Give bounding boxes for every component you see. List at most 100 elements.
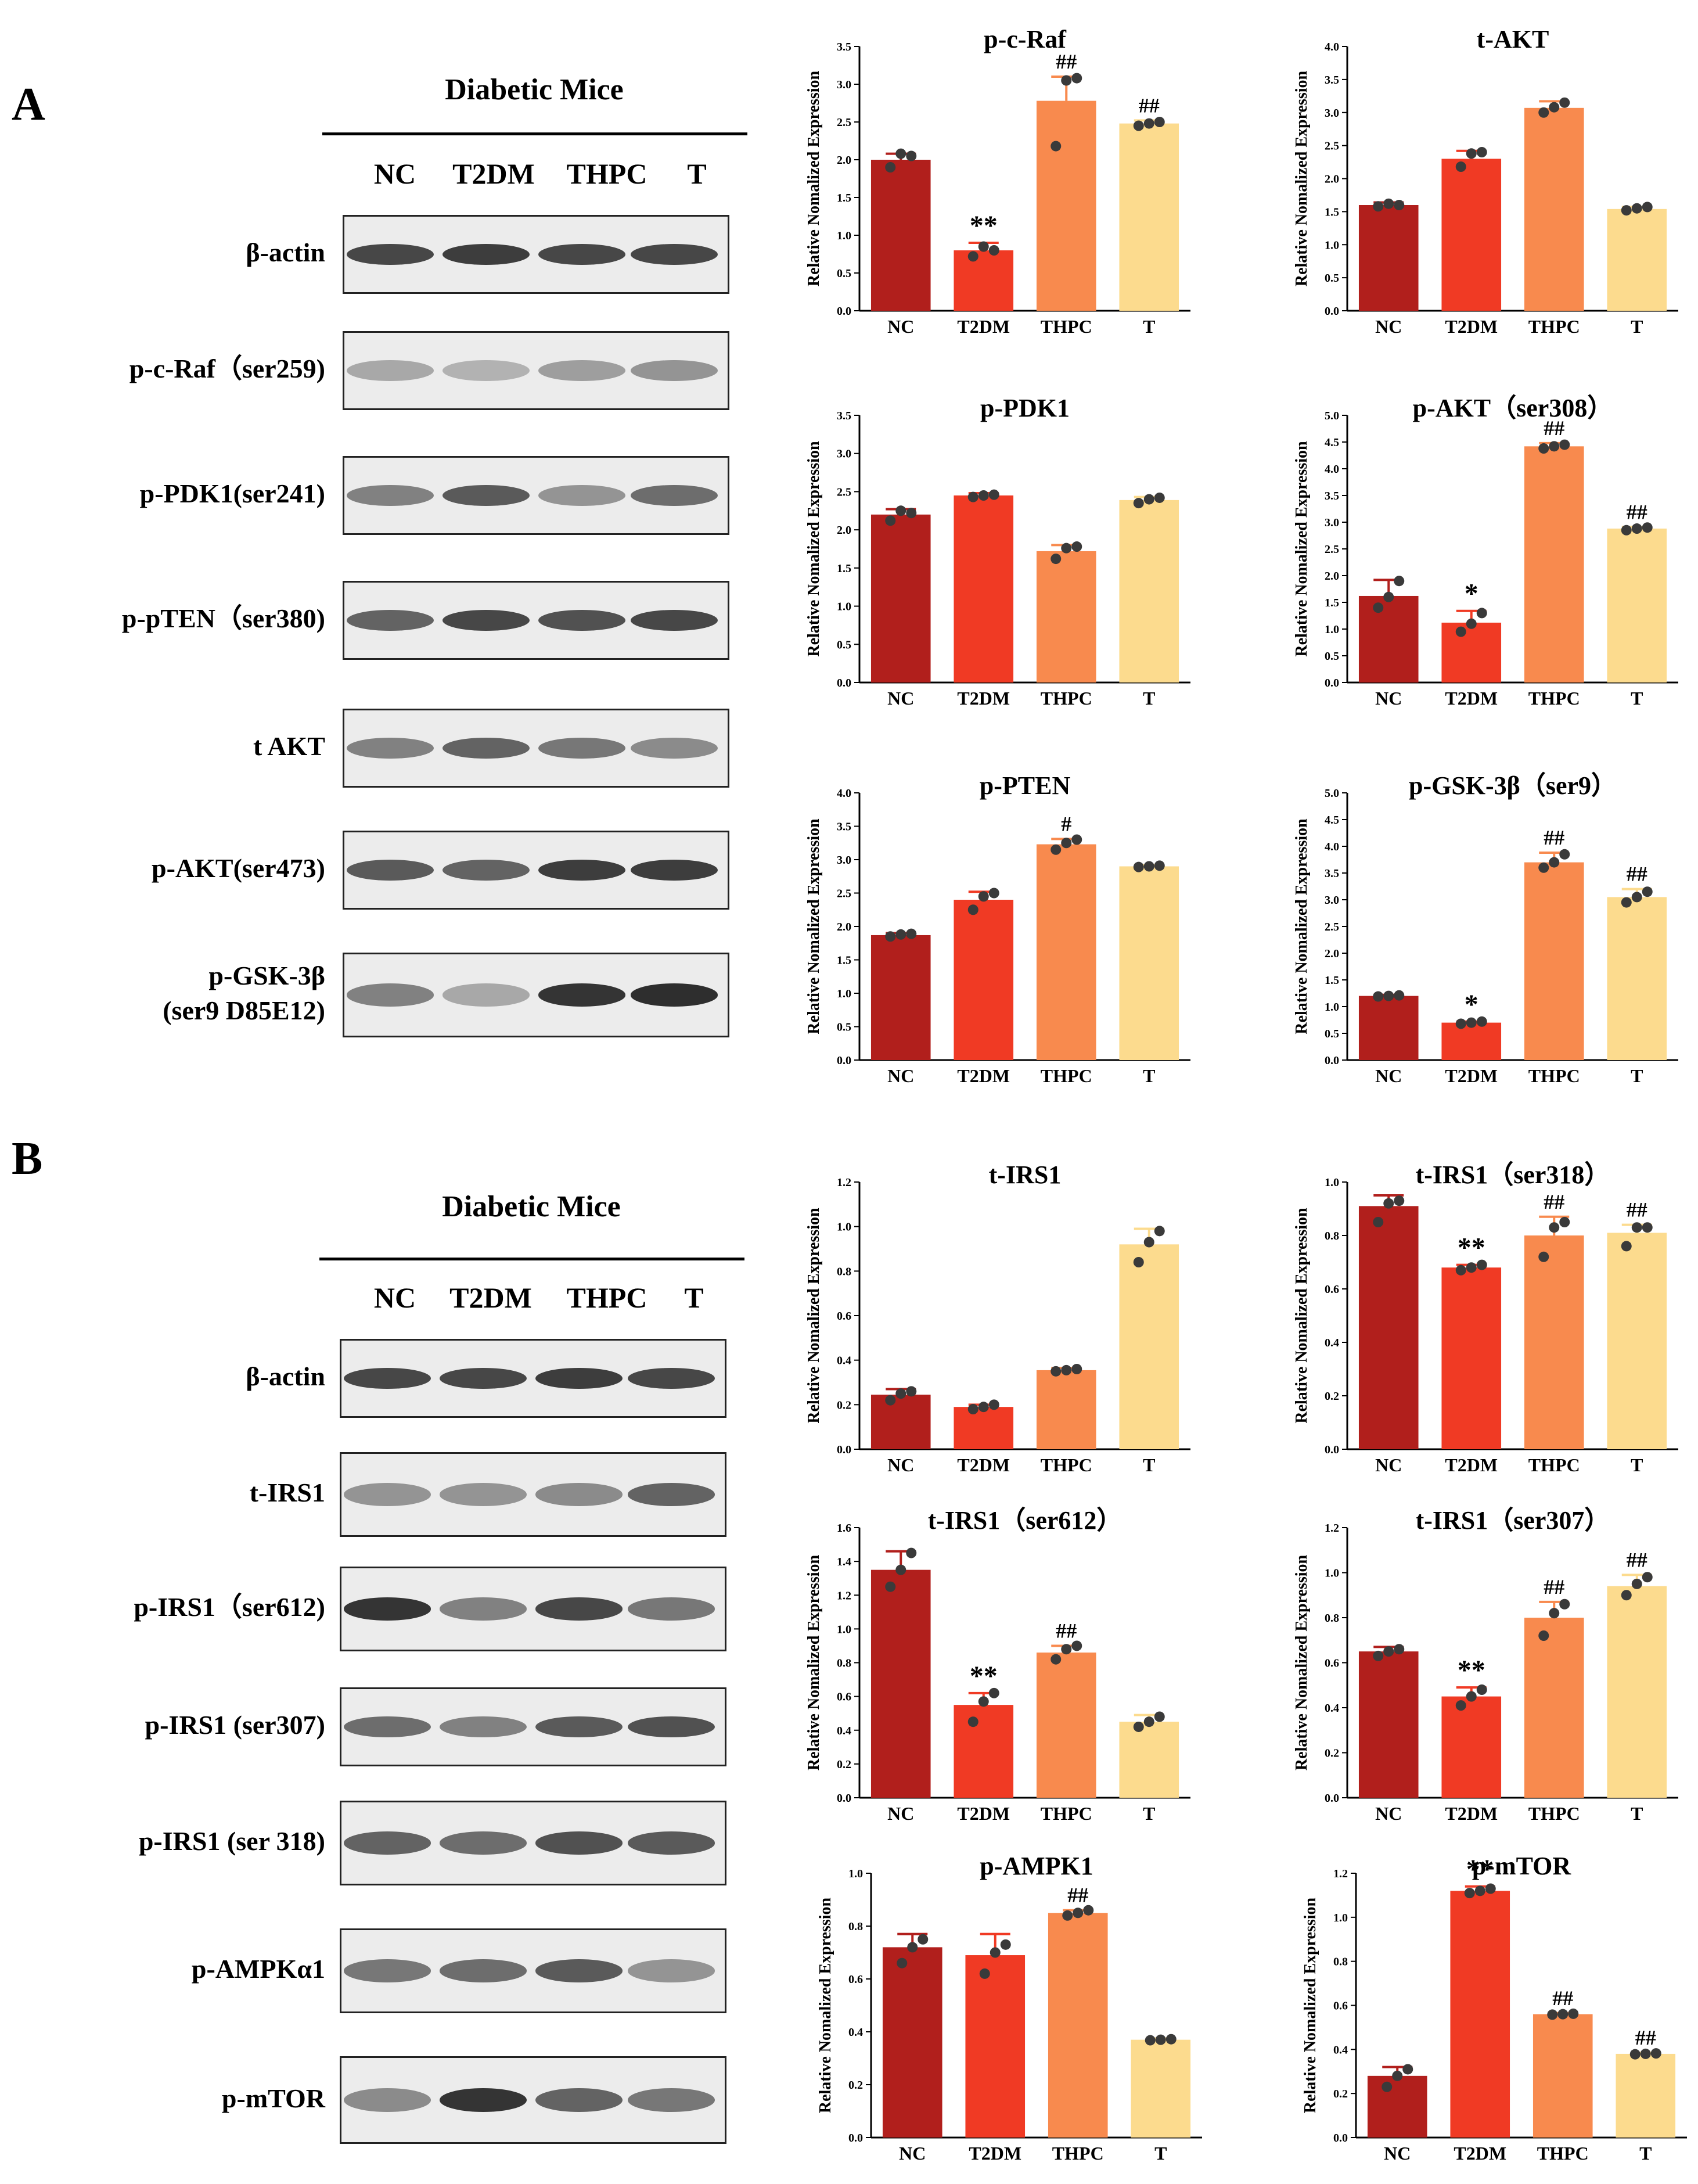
y-tick-label: 0.6 — [1333, 2000, 1348, 2013]
x-tick-label: THPC — [1537, 2143, 1589, 2164]
y-tick-label: 0.8 — [1325, 1230, 1339, 1242]
significance-mark: * — [1465, 579, 1478, 609]
data-point — [1549, 441, 1560, 452]
protein-label: p-pTEN（ser380) — [121, 604, 325, 633]
lane-label-t2dm: T2DM — [449, 1281, 532, 1314]
chart-title: t-IRS1（ser612） — [928, 1506, 1123, 1535]
data-point — [1455, 1700, 1466, 1711]
x-tick-label: T2DM — [1445, 1454, 1498, 1475]
significance-mark: ## — [1627, 863, 1647, 886]
y-tick-label: 0.6 — [848, 1973, 863, 1986]
significance-mark: ## — [1067, 1884, 1088, 1907]
data-point — [990, 1947, 1001, 1958]
y-axis-label: Relative Nomalized Expression — [1293, 70, 1311, 286]
y-tick-label: 1.2 — [1333, 1867, 1348, 1880]
data-point — [1373, 991, 1384, 1002]
chart-10: 0.0 0.2 0.4 0.6 0.8 1.0 p-AMPK1 Relative Nomali… — [816, 1852, 1202, 2164]
blot-band — [627, 1597, 715, 1621]
x-tick-label: T2DM — [1445, 688, 1498, 709]
x-tick-label: T2DM — [957, 688, 1010, 709]
data-point — [988, 1399, 999, 1410]
y-tick-label: 4.5 — [1325, 814, 1339, 827]
data-point — [1143, 861, 1154, 872]
y-tick-label: 2.5 — [1325, 140, 1339, 153]
y-tick-label: 0.4 — [848, 2026, 863, 2039]
blot-band — [538, 983, 626, 1007]
data-point — [906, 508, 917, 519]
x-tick-label: NC — [887, 316, 914, 337]
blot-band — [627, 1959, 715, 1982]
x-tick-label: THPC — [1041, 1803, 1092, 1824]
data-point — [967, 491, 978, 502]
data-point — [1557, 2009, 1569, 2020]
bar-t — [1607, 897, 1667, 1060]
chart-title: t-IRS1 — [989, 1161, 1062, 1189]
y-tick-label: 1.5 — [1325, 974, 1339, 987]
data-point — [1071, 73, 1082, 84]
data-point — [1392, 2070, 1403, 2081]
data-point — [1061, 543, 1072, 554]
bar-nc — [870, 514, 931, 682]
data-point — [979, 1968, 990, 1979]
data-point — [1073, 1908, 1084, 1919]
y-tick-label: 3.5 — [837, 41, 851, 53]
data-point — [967, 251, 978, 262]
data-point — [967, 1716, 978, 1727]
blot-band — [347, 243, 434, 265]
y-tick-label: 3.5 — [1325, 74, 1339, 87]
bar-t2dm — [1441, 1267, 1502, 1449]
blot-band — [630, 360, 718, 382]
y-tick-label: 2.5 — [1325, 921, 1339, 933]
y-tick-label: 4.5 — [1325, 436, 1339, 449]
data-point — [1559, 97, 1570, 108]
significance-mark: ** — [1458, 1233, 1485, 1263]
lane-label-nc: NC — [373, 1281, 416, 1314]
data-point — [1071, 1640, 1082, 1651]
significance-mark: # — [1061, 812, 1071, 835]
x-tick-label: T2DM — [957, 1454, 1010, 1475]
x-tick-label: THPC — [1528, 1454, 1580, 1475]
bar-nc — [870, 1569, 931, 1798]
data-point — [895, 505, 906, 516]
x-tick-label: NC — [887, 1065, 914, 1086]
y-tick-label: 0.8 — [1325, 1612, 1339, 1625]
x-tick-label: T — [1143, 1065, 1155, 1086]
bar-thpc — [1036, 1653, 1096, 1798]
blot-band — [440, 1597, 527, 1621]
data-point — [1466, 1691, 1477, 1702]
y-axis-label: Relative Nomalized Expression — [805, 818, 823, 1034]
data-point — [1165, 2034, 1177, 2045]
bar-t — [1119, 500, 1179, 682]
x-tick-label: THPC — [1528, 1065, 1580, 1086]
chart-11: 0.0 0.2 0.4 0.6 0.8 1.0 1.2 p-mTOR Relative Noma… — [1301, 1852, 1687, 2164]
blot-band — [535, 1716, 623, 1738]
bar-t — [1607, 529, 1667, 682]
y-tick-label: 1.0 — [837, 987, 851, 1000]
x-tick-label: T — [1154, 2143, 1167, 2164]
y-tick-label: 1.2 — [837, 1176, 851, 1189]
data-point — [1373, 1650, 1384, 1661]
x-tick-label: T2DM — [1454, 2143, 1506, 2164]
y-axis-label: Relative Nomalized Expression — [1293, 441, 1311, 657]
chart-title: t-AKT — [1477, 25, 1549, 53]
data-point — [1000, 1939, 1011, 1950]
data-point — [1133, 861, 1144, 872]
y-tick-label: 1.5 — [837, 192, 851, 204]
blot-strip — [343, 953, 729, 1037]
data-point — [1476, 147, 1487, 157]
protein-label: t AKT — [253, 731, 325, 761]
x-tick-label: T — [1143, 688, 1155, 709]
blot-band — [535, 1367, 623, 1389]
data-point — [1476, 1684, 1487, 1695]
blot-band — [627, 1831, 715, 1855]
y-tick-label: 2.0 — [837, 524, 851, 537]
blot-band — [440, 1367, 527, 1389]
blot-strip — [340, 1567, 726, 1651]
blot-band — [440, 1831, 527, 1855]
data-point — [906, 1547, 917, 1558]
blot-strip — [343, 709, 729, 788]
bar-t2dm — [954, 250, 1014, 311]
x-tick-label: NC — [1375, 1803, 1402, 1824]
y-tick-label: 2.5 — [837, 486, 851, 498]
chart-title: t-IRS1（ser307） — [1416, 1506, 1610, 1535]
